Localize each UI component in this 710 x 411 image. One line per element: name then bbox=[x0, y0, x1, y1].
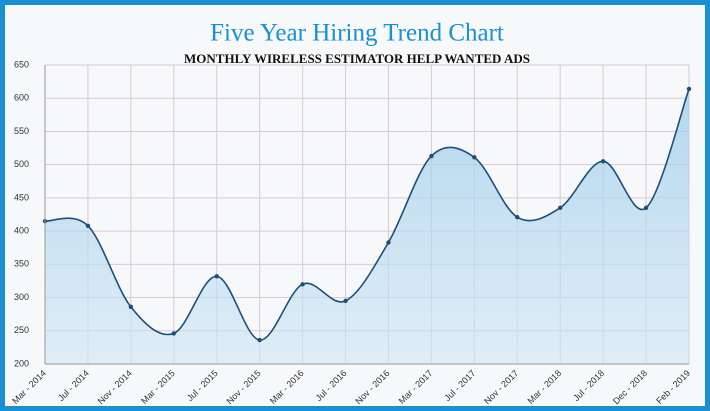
point bbox=[600, 159, 606, 164]
y-tick-label: 500 bbox=[14, 159, 29, 169]
area bbox=[45, 88, 689, 365]
y-tick-label: 450 bbox=[14, 192, 29, 202]
y-tick-label: 550 bbox=[14, 126, 29, 136]
y-tick-label: 250 bbox=[14, 325, 29, 335]
chart-title: Five Year Hiring Trend Chart bbox=[210, 20, 504, 47]
y-tick-label: 200 bbox=[14, 358, 29, 368]
point bbox=[429, 153, 434, 159]
point bbox=[472, 155, 477, 160]
point bbox=[343, 298, 348, 304]
y-tick-label: 600 bbox=[14, 93, 29, 103]
point bbox=[257, 337, 262, 343]
y-tick-label: 350 bbox=[14, 259, 29, 269]
point bbox=[686, 86, 692, 92]
y-tick-label: 400 bbox=[14, 225, 29, 235]
point bbox=[85, 223, 91, 228]
point bbox=[300, 282, 305, 287]
point bbox=[515, 214, 520, 220]
point bbox=[214, 274, 219, 279]
chart-subtitle: MONTHLY WIRELESS ESTIMATOR HELP WANTED A… bbox=[184, 51, 530, 66]
point bbox=[558, 205, 563, 211]
point bbox=[386, 240, 391, 245]
point bbox=[128, 304, 134, 310]
y-tick-label: 650 bbox=[14, 59, 29, 69]
y-tick-label: 300 bbox=[14, 292, 29, 302]
point bbox=[643, 205, 649, 211]
point bbox=[171, 331, 176, 336]
line bbox=[44, 88, 690, 341]
